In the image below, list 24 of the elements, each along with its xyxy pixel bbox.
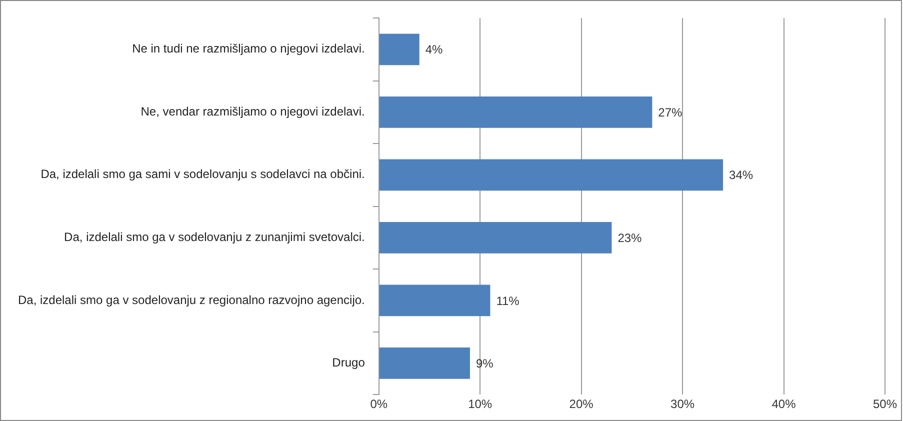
bar <box>379 348 470 379</box>
y-tick-label: Ne in tudi ne razmišljamo o njegovi izdelavi. <box>132 42 365 56</box>
x-tick-label: 20% <box>569 397 594 412</box>
x-tick-label: 10% <box>468 397 492 412</box>
y-tick-label: Drugo <box>332 356 366 370</box>
data-label: 9% <box>476 356 494 371</box>
bar <box>379 284 490 316</box>
data-label: 4% <box>425 42 444 57</box>
y-tick-label: Da, izdelali smo ga sami v sodelovanju s sodelavci na občini. <box>40 167 365 182</box>
bar <box>379 159 724 191</box>
y-tick-label: Ne, vendar razmišljamo o njegovi izdelavi. <box>140 104 365 118</box>
y-tick-label: Da, izdelali smo ga v sodelovanju z zunanjimi svetovalci. <box>64 230 365 244</box>
x-tick-label: 0% <box>370 397 388 412</box>
x-tick-label: 40% <box>772 397 796 412</box>
data-label: 23% <box>618 230 642 245</box>
x-tick-label: 50% <box>872 397 898 412</box>
bar <box>379 222 612 254</box>
x-tick-label: 30% <box>670 397 695 412</box>
data-label: 27% <box>658 105 683 120</box>
data-label: 11% <box>496 294 520 308</box>
bar <box>379 34 420 66</box>
data-label: 34% <box>729 168 754 182</box>
bar <box>379 96 652 128</box>
y-tick-label: Da, izdelali smo ga v sodelovanju z regionalno razvojno agencijo. <box>18 292 365 307</box>
